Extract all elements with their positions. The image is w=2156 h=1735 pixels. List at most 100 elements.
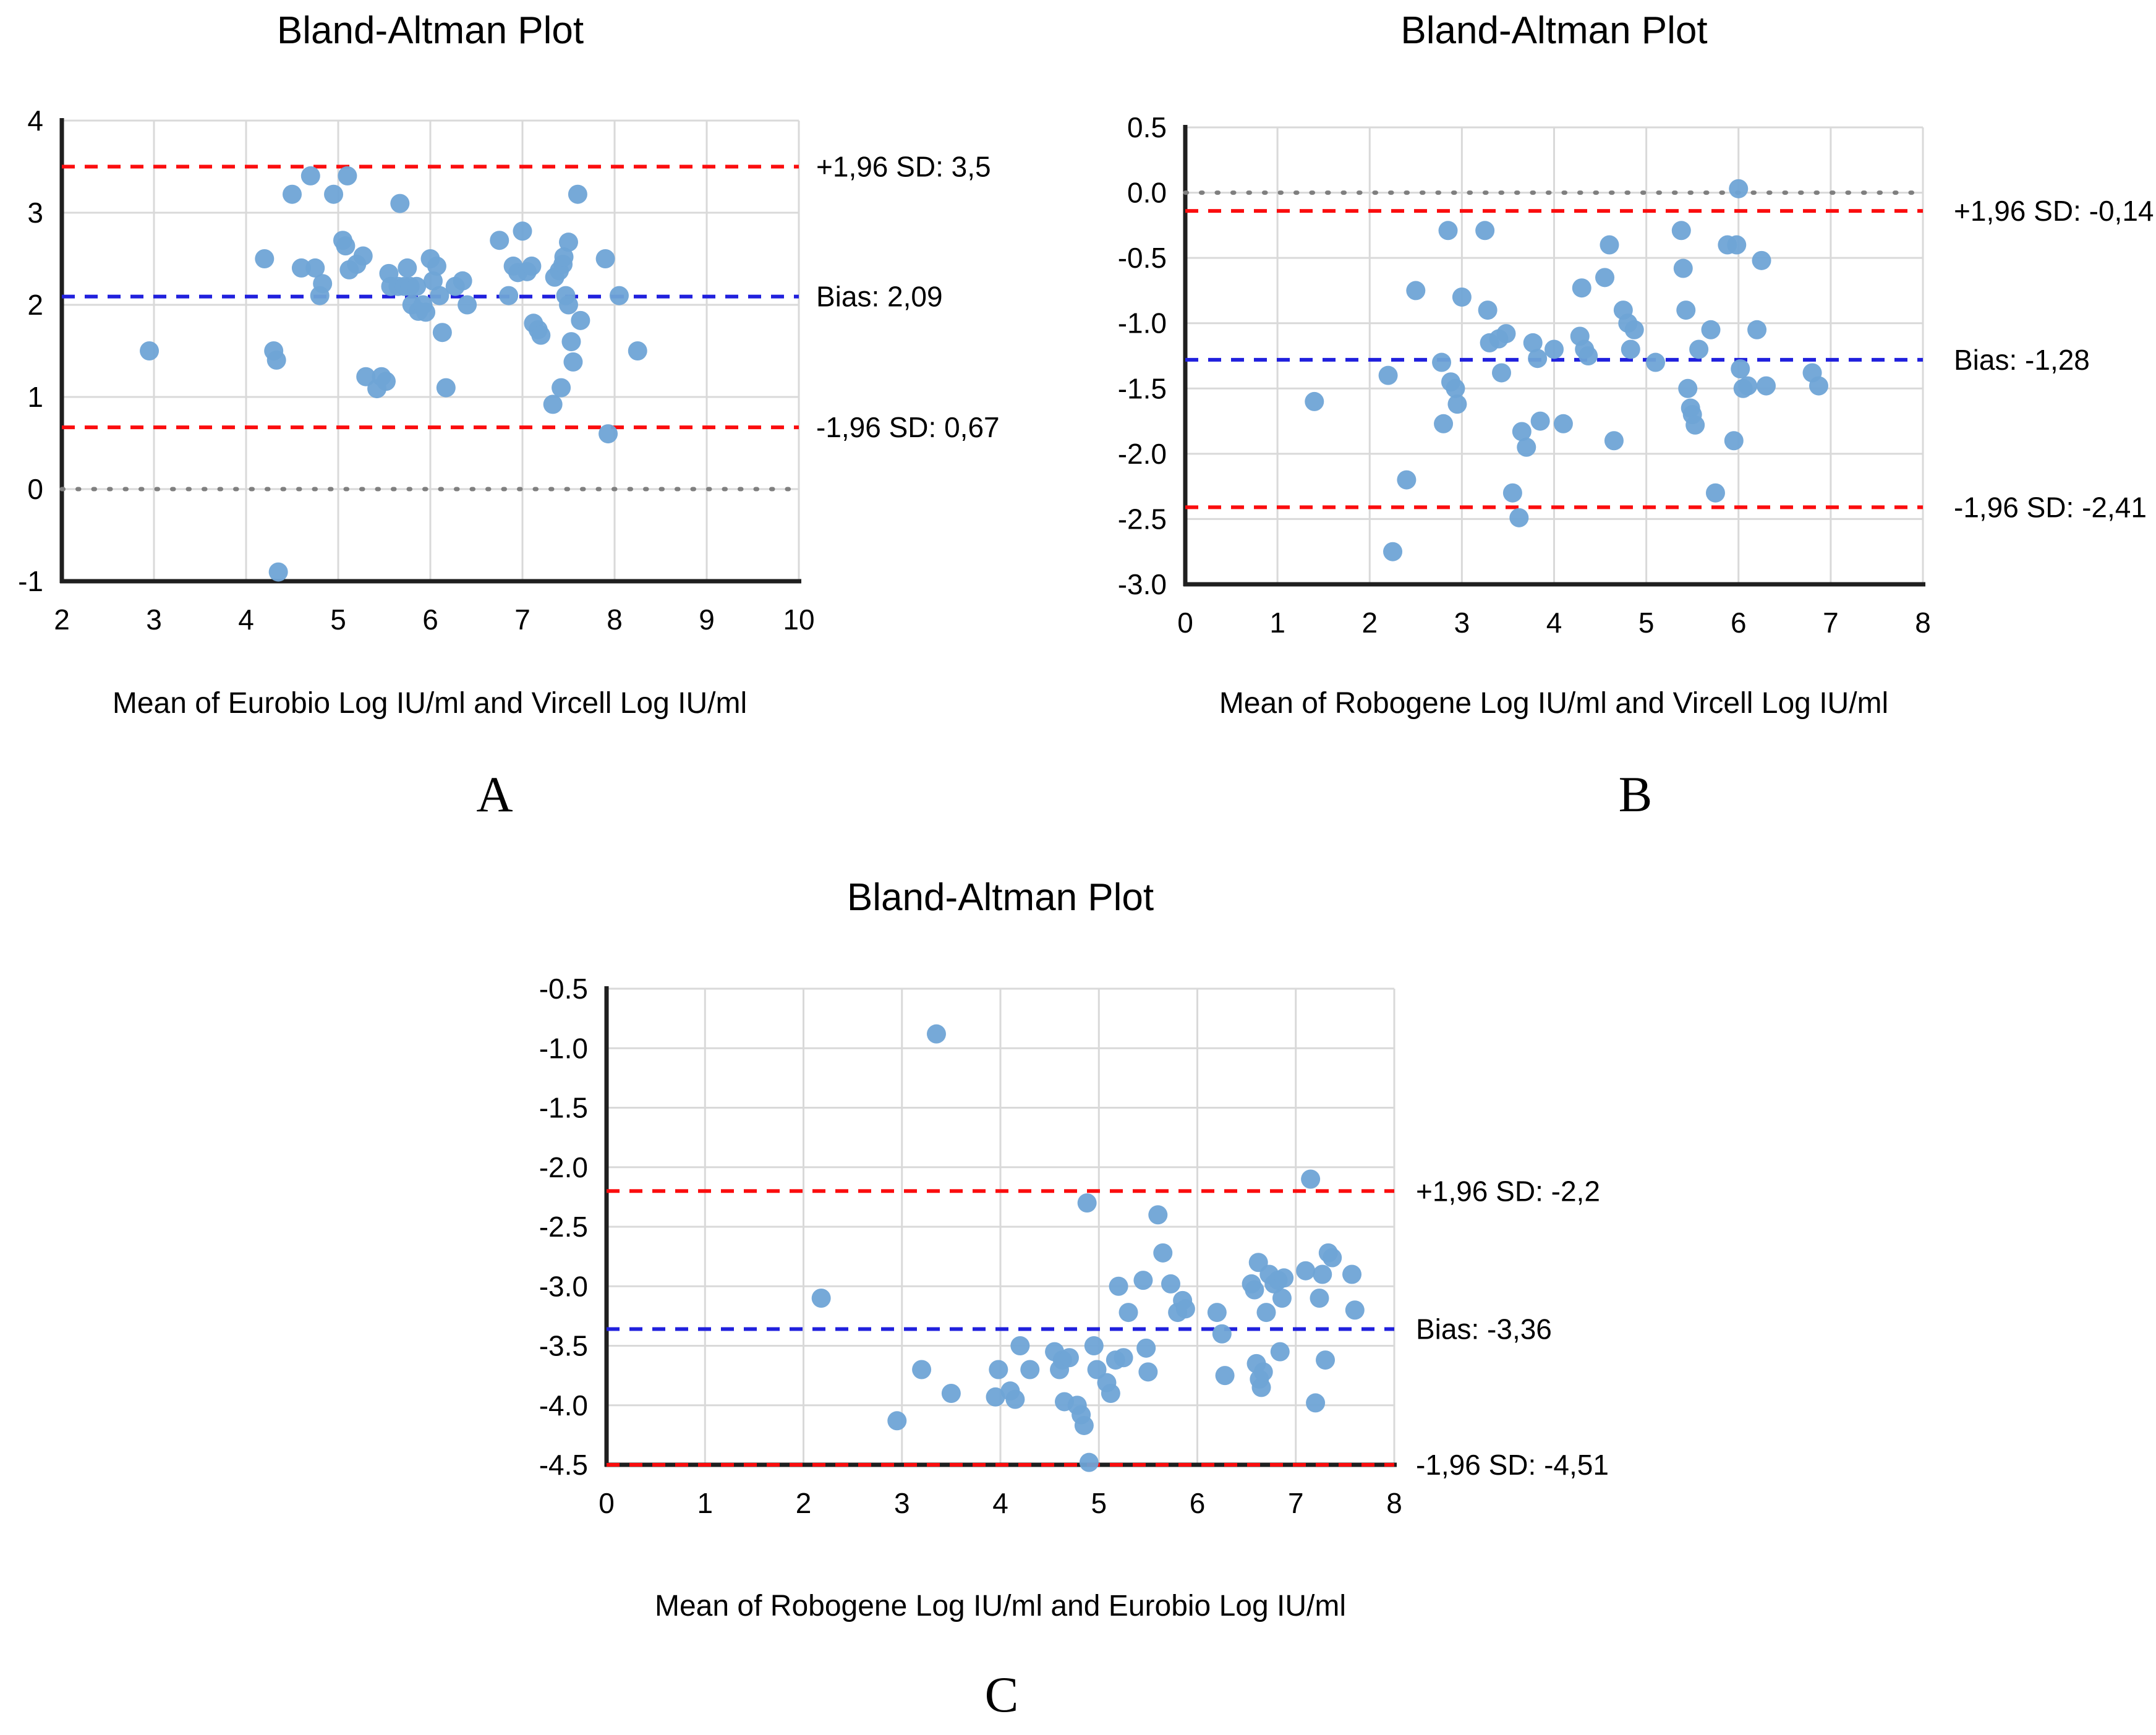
scatter-point (1259, 1264, 1279, 1284)
scatter-point (1452, 287, 1472, 307)
scatter-point (1345, 1300, 1365, 1320)
scatter-point (989, 1360, 1008, 1379)
panel-label-c: C (984, 1666, 1019, 1723)
scatter-point (1268, 1271, 1288, 1290)
scatter-point (1618, 313, 1638, 333)
scatter-point (524, 313, 543, 333)
scatter-point (522, 256, 542, 276)
scatter-point (609, 286, 629, 305)
scatter-point (571, 310, 590, 330)
chart-title-b: Bland-Altman Plot (1400, 9, 1708, 52)
scatter-point (427, 256, 446, 276)
scatter-point (140, 341, 160, 360)
scatter-point (599, 424, 618, 444)
scatter-point (1045, 1342, 1065, 1362)
scatter-point (402, 295, 422, 315)
scatter-point (324, 184, 344, 204)
x-tick-label: 6 (1731, 607, 1747, 639)
scatter-point (356, 367, 376, 386)
scatter-point (1114, 1348, 1133, 1368)
scatter-point (595, 249, 615, 268)
scatter-point (1478, 301, 1498, 320)
scatter-point (1310, 1289, 1329, 1308)
scatter-point (1148, 1205, 1168, 1225)
scatter-point (1305, 391, 1324, 411)
scatter-point (1595, 268, 1615, 288)
scatter-point (283, 184, 302, 204)
scatter-point (432, 323, 452, 343)
scatter-point (305, 258, 325, 278)
scatter-point (379, 263, 399, 283)
y-tick-label: 3 (27, 197, 43, 229)
scatter-point (553, 254, 573, 274)
scatter-point (1747, 320, 1767, 339)
scatter-point (941, 1384, 961, 1403)
scatter-point (1138, 1362, 1158, 1382)
scatter-point (1175, 1299, 1195, 1319)
scatter-point (1133, 1271, 1153, 1290)
scatter-point (347, 254, 367, 274)
scatter-point (559, 295, 578, 315)
scatter-point (1397, 470, 1417, 490)
scatter-point (556, 286, 576, 305)
scatter-point (1250, 1369, 1269, 1389)
scatter-point (1701, 320, 1721, 339)
upper-loa-line-label: +1,96 SD: -2,2 (1416, 1175, 1600, 1207)
scatter-point (1270, 1342, 1290, 1362)
scatter-point (353, 246, 373, 266)
scatter-point (400, 276, 420, 296)
scatter-point (1438, 221, 1458, 241)
scatter-point (1242, 1274, 1261, 1294)
scatter-point (409, 301, 428, 321)
scatter-point (559, 232, 578, 252)
scatter-point (986, 1387, 1005, 1407)
x-tick-label: 8 (1386, 1487, 1402, 1519)
x-tick-label: 8 (1915, 607, 1931, 639)
scatter-point (1306, 1393, 1326, 1413)
scatter-point (1207, 1303, 1227, 1323)
scatter-point (1383, 542, 1403, 561)
scatter-point (1087, 1360, 1107, 1379)
y-tick-label: 1 (27, 381, 43, 413)
scatter-point (1491, 363, 1511, 383)
scatter-point (1253, 1362, 1273, 1382)
y-tick-label: -1.5 (539, 1092, 588, 1124)
scatter-point (1738, 376, 1758, 396)
scatter-point (1731, 359, 1750, 379)
y-tick-label: -1.0 (539, 1032, 588, 1064)
y-tick-label: 0 (27, 473, 43, 505)
scatter-point (1621, 339, 1640, 359)
scatter-point (1671, 221, 1691, 241)
scatter-point (313, 274, 333, 294)
scatter-point (1274, 1268, 1294, 1288)
scatter-point (1406, 281, 1426, 301)
scatter-point (1010, 1336, 1030, 1355)
y-tick-label: -2.5 (1118, 503, 1167, 535)
scatter-point (1272, 1289, 1292, 1308)
x-tick-label: 9 (699, 603, 715, 636)
scatter-point (300, 166, 320, 185)
scatter-point (1678, 378, 1698, 398)
scatter-point (310, 286, 330, 305)
scatter-point (1718, 235, 1737, 255)
scatter-point (1572, 278, 1591, 298)
scatter-point (1264, 1274, 1284, 1294)
scatter-point (1689, 339, 1709, 359)
y-tick-label: -2.5 (539, 1211, 588, 1243)
x-tick-label: 5 (330, 603, 346, 636)
scatter-point (255, 249, 275, 268)
bias-line-label: Bias: -3,36 (1416, 1313, 1552, 1345)
scatter-point (554, 247, 574, 267)
lower-loa-line-label: -1,96 SD: -4,51 (1416, 1449, 1609, 1481)
scatter-point (1502, 483, 1522, 503)
scatter-point (1432, 352, 1452, 372)
scatter-point (430, 286, 450, 305)
scatter-point (1248, 1253, 1268, 1272)
x-tick-label: 3 (894, 1487, 910, 1519)
x-tick-label: 4 (1546, 607, 1562, 639)
scatter-point (1153, 1243, 1173, 1263)
